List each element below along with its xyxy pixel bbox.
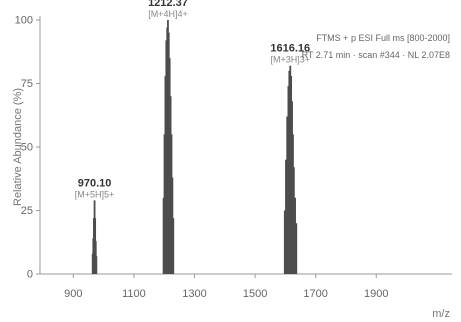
y-tick-label: 75: [21, 78, 33, 90]
peak-ion-label: [M+4H]4+: [148, 9, 188, 19]
y-tick-label: 50: [21, 142, 33, 154]
y-axis-title: Relative Abundance (%): [12, 88, 24, 206]
y-tick-label: 25: [21, 205, 33, 217]
x-axis-title: m/z: [432, 308, 450, 320]
y-tick-label: 100: [15, 15, 33, 27]
peak-bar: [291, 101, 293, 274]
x-tick-label: 1300: [182, 288, 206, 300]
x-tick-label: 900: [64, 288, 82, 300]
spectrum-peaks: [91, 20, 298, 275]
x-tick-label: 1700: [303, 288, 327, 300]
peak-bar: [286, 116, 289, 275]
peak-bar: [168, 58, 171, 274]
peak-bar: [167, 32, 170, 275]
peak-bar: [292, 167, 295, 274]
y-tick-label: 0: [27, 269, 33, 281]
peak-ion-label: [M+5H]5+: [75, 189, 115, 199]
peak-bar: [288, 70, 291, 274]
peak-bar: [95, 256, 98, 274]
acquisition-info: FTMS + p ESI Full ms [800-2000] RT 2.71 m…: [302, 33, 450, 60]
peak-bar: [163, 134, 166, 274]
y-axis: 0 25 50 75 100: [15, 15, 41, 281]
peak-bar: [165, 40, 168, 274]
peak-bar: [283, 210, 286, 274]
peak-bar: [169, 96, 172, 274]
x-tick-label: 1900: [364, 288, 388, 300]
x-tick-label: 1500: [243, 288, 267, 300]
peak-bar: [172, 218, 175, 274]
peak-bar: [295, 223, 298, 274]
peak-bar: [162, 197, 165, 274]
peak-bar: [287, 86, 290, 274]
peak-mass-label: 1616.16: [270, 43, 310, 55]
peak-bar: [290, 75, 293, 274]
peak-ion-label: [M+3H]3+: [271, 55, 311, 65]
peak-labels: 970.10[M+5H]5+ 1212.37[M+4H]4+ 1616.16[M+3…: [75, 0, 310, 199]
info-line: RT 2.71 min · scan #344 · NL 2.07E8: [302, 50, 450, 60]
peak-bar: [164, 75, 167, 274]
peak-mass-label: 1212.37: [148, 0, 188, 9]
peak-bar: [170, 134, 173, 274]
x-axis: 900 1100 1300 1500 1700 1900: [40, 273, 452, 300]
x-tick-label: 1100: [122, 288, 146, 300]
info-line: FTMS + p ESI Full ms [800-2000]: [316, 33, 450, 43]
peak-mass-label: 970.10: [78, 177, 112, 189]
peak-bar: [285, 159, 287, 274]
peak-bar: [294, 197, 296, 274]
